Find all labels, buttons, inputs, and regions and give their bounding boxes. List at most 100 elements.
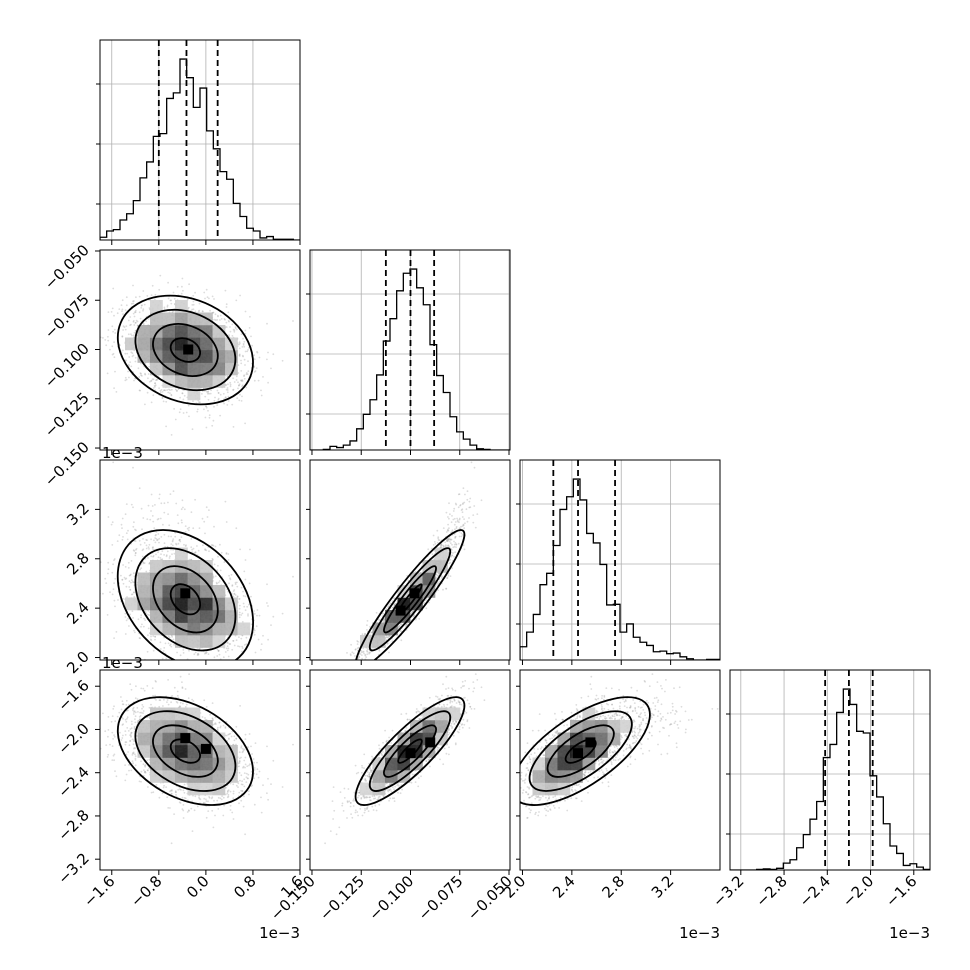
scatter-point [236, 328, 238, 331]
scatter-point [122, 564, 124, 566]
scatter-point [130, 351, 133, 354]
scatter-point [132, 284, 134, 287]
scatter-point [146, 391, 149, 394]
scatter-point [250, 623, 253, 626]
scatter-point [179, 654, 182, 657]
scatter-point [156, 539, 159, 542]
scatter-point [140, 307, 143, 309]
scatter-point [161, 550, 164, 553]
density-cell [162, 337, 176, 351]
scatter-point [172, 549, 175, 551]
scatter-point [183, 394, 186, 397]
scatter-point [109, 591, 111, 594]
scatter-point [125, 577, 128, 580]
scatter-point [197, 653, 200, 656]
scatter-point [113, 582, 115, 584]
scatter-point [255, 625, 258, 628]
scatter-point [135, 547, 138, 550]
scatter-point [185, 544, 187, 547]
scatter-point [152, 649, 155, 652]
scatter-point [236, 585, 239, 588]
scatter-point [125, 304, 128, 307]
scatter-point [152, 548, 154, 551]
scatter-point [104, 577, 107, 580]
scatter-point [226, 387, 229, 389]
scatter-point [206, 392, 209, 395]
scatter-point [254, 651, 257, 654]
scatter-point [244, 677, 246, 679]
scatter-point [241, 621, 244, 623]
scatter-point [217, 315, 219, 318]
scatter-point [134, 322, 137, 324]
scatter-point [178, 539, 181, 542]
scatter-point [211, 424, 214, 427]
scatter-point [234, 594, 237, 596]
scatter-point [132, 506, 134, 509]
scatter-point [244, 310, 247, 313]
scatter-point [170, 535, 173, 538]
scatter-point [209, 309, 212, 312]
contour-0 [169, 337, 202, 363]
scatter-point [243, 358, 246, 361]
scatter-point [152, 520, 155, 523]
scatter-point [122, 325, 125, 328]
scatter-point [234, 327, 237, 330]
scatter-point [165, 425, 168, 428]
scatter-point [188, 526, 191, 529]
scatter-point [248, 582, 251, 585]
scatter-point [229, 383, 232, 386]
scatter-point [142, 322, 145, 325]
scatter-point [123, 326, 126, 329]
scatter-point [217, 650, 220, 652]
scatter-point [249, 548, 251, 551]
scatter-point [132, 549, 135, 552]
scatter-point [229, 326, 231, 328]
scatter-point [210, 544, 213, 546]
scatter-point [216, 389, 219, 392]
scatter-point [238, 645, 241, 648]
scatter-point [140, 362, 142, 365]
scatter-point [206, 516, 209, 518]
scatter-point [226, 641, 229, 644]
scatter-point [272, 353, 275, 356]
density-cell [162, 325, 176, 338]
scatter-point [134, 311, 136, 313]
scatter-point [201, 310, 204, 312]
scatter-point [225, 662, 227, 664]
scatter-point [211, 683, 213, 685]
scatter-point [132, 302, 135, 305]
scatter-point [204, 652, 206, 655]
scatter-point [150, 555, 153, 558]
scatter-point [181, 521, 183, 524]
scatter-point [240, 379, 243, 382]
scatter-point [241, 650, 243, 653]
scatter-point [135, 548, 137, 551]
scatter-point [156, 538, 159, 541]
scatter-point [118, 534, 121, 537]
scatter-point [127, 370, 129, 373]
scatter-point [232, 640, 235, 642]
scatter-point [231, 584, 234, 586]
scatter-point [202, 544, 204, 547]
scatter-point [203, 663, 205, 665]
scatter-point [220, 664, 222, 666]
scatter-point [113, 387, 115, 389]
scatter-point [281, 612, 284, 615]
scatter-point [267, 605, 269, 607]
scatter-point [169, 299, 172, 302]
scatter-point [205, 406, 208, 409]
scatter-point [260, 648, 262, 651]
scatter-point [127, 625, 130, 627]
scatter-point [243, 345, 246, 348]
scatter-point [235, 379, 238, 381]
scatter-point [180, 292, 183, 295]
scatter-point [253, 629, 256, 632]
scatter-point [192, 300, 195, 303]
density-cell [212, 362, 226, 376]
scatter-point [149, 638, 152, 641]
scatter-point [247, 349, 249, 351]
scatter-point [214, 396, 216, 399]
scatter-point [225, 647, 228, 650]
scatter-point [135, 296, 137, 299]
scatter-point [257, 638, 260, 641]
